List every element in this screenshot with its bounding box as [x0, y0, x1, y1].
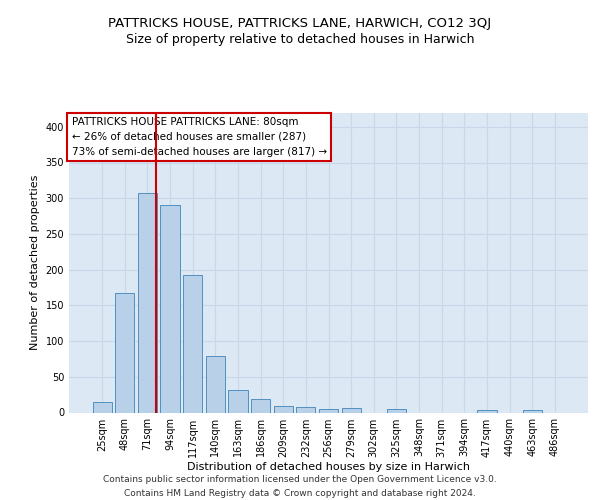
- Bar: [477, 410, 497, 412]
- Bar: [115, 292, 134, 412]
- Bar: [92, 402, 112, 412]
- Bar: [206, 356, 225, 412]
- Bar: [341, 408, 361, 412]
- Text: Size of property relative to detached houses in Harwich: Size of property relative to detached ho…: [126, 32, 474, 46]
- Bar: [160, 206, 180, 412]
- Text: Contains public sector information licensed under the Open Government Licence v3: Contains public sector information licen…: [103, 475, 497, 484]
- Bar: [523, 410, 542, 412]
- Bar: [229, 390, 248, 412]
- X-axis label: Distribution of detached houses by size in Harwich: Distribution of detached houses by size …: [187, 462, 470, 472]
- Y-axis label: Number of detached properties: Number of detached properties: [30, 175, 40, 350]
- Bar: [296, 407, 316, 412]
- Bar: [138, 193, 157, 412]
- Bar: [251, 399, 270, 412]
- Bar: [387, 409, 406, 412]
- Text: PATTRICKS HOUSE, PATTRICKS LANE, HARWICH, CO12 3QJ: PATTRICKS HOUSE, PATTRICKS LANE, HARWICH…: [109, 18, 491, 30]
- Text: Contains HM Land Registry data © Crown copyright and database right 2024.: Contains HM Land Registry data © Crown c…: [124, 488, 476, 498]
- Bar: [319, 409, 338, 412]
- Bar: [183, 276, 202, 412]
- Bar: [274, 406, 293, 412]
- Text: PATTRICKS HOUSE PATTRICKS LANE: 80sqm
← 26% of detached houses are smaller (287): PATTRICKS HOUSE PATTRICKS LANE: 80sqm ← …: [71, 117, 327, 156]
